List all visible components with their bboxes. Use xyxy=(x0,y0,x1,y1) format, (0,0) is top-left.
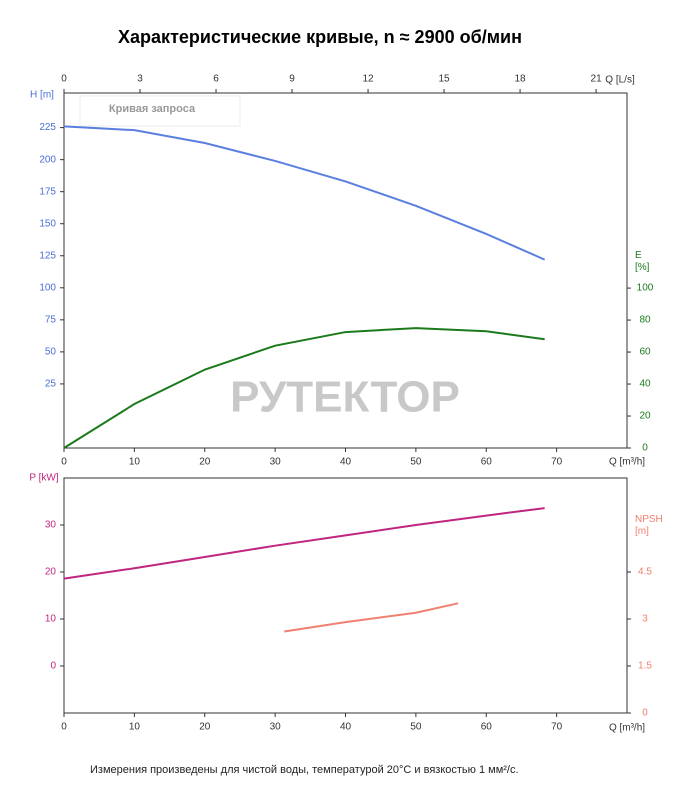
y2-tick-label: 40 xyxy=(639,379,651,390)
y-tick-label: 50 xyxy=(45,347,57,358)
y-tick-label: 20 xyxy=(45,567,57,578)
annotation: Кривая запроса xyxy=(109,103,196,115)
y2-tick-label: 1.5 xyxy=(638,661,652,672)
series-line xyxy=(284,602,459,633)
x2-tick-label: 0 xyxy=(61,74,67,85)
y2-tick-label: 60 xyxy=(639,347,651,358)
y-tick-label: 150 xyxy=(39,218,56,229)
series-line xyxy=(63,125,546,261)
x-tick-label: 10 xyxy=(129,722,141,733)
y-tick-label: 200 xyxy=(39,154,56,165)
y-axis-label: H [m] xyxy=(30,90,54,101)
x2-tick-label: 18 xyxy=(515,74,527,85)
series-line xyxy=(63,327,545,449)
x-axis-label: Q [m³/h] xyxy=(609,457,645,468)
x2-tick-label: 21 xyxy=(591,74,603,85)
y2-axis-label: NPSH [m] xyxy=(635,514,663,537)
x2-axis-label: Q [L/s] xyxy=(605,75,635,86)
x-tick-label: 20 xyxy=(199,457,211,468)
annotation: РУТЕКТОР xyxy=(230,373,460,422)
y-tick-label: 225 xyxy=(39,122,56,133)
x-tick-label: 50 xyxy=(410,457,422,468)
y2-tick-label: 3 xyxy=(642,614,648,625)
x-tick-label: 20 xyxy=(199,722,211,733)
y2-axis-label: E [%] xyxy=(635,250,650,273)
y-tick-label: 25 xyxy=(45,379,57,390)
y-tick-label: 75 xyxy=(45,314,57,325)
y2-tick-label: 0 xyxy=(642,708,648,719)
y2-tick-label: 100 xyxy=(637,283,654,294)
x-tick-label: 50 xyxy=(410,722,422,733)
footnote: Измерения произведены для чистой воды, т… xyxy=(90,764,519,776)
x-tick-label: 60 xyxy=(481,457,493,468)
x2-tick-label: 12 xyxy=(362,74,374,85)
y-tick-label: 30 xyxy=(45,520,57,531)
x2-tick-label: 3 xyxy=(137,74,143,85)
y-tick-label: 175 xyxy=(39,186,56,197)
x-tick-label: 10 xyxy=(129,457,141,468)
y2-tick-label: 0 xyxy=(642,443,648,454)
series-line xyxy=(63,507,545,580)
page-title: Характеристические кривые, n ≈ 2900 об/м… xyxy=(118,27,522,47)
x2-tick-label: 15 xyxy=(439,74,451,85)
x-tick-label: 70 xyxy=(551,722,563,733)
y2-tick-label: 20 xyxy=(639,411,651,422)
x2-tick-label: 6 xyxy=(213,74,219,85)
x-tick-label: 60 xyxy=(481,722,493,733)
y-tick-label: 125 xyxy=(39,250,56,261)
x2-tick-label: 9 xyxy=(289,74,295,85)
y2-tick-label: 4.5 xyxy=(638,567,652,578)
x-tick-label: 0 xyxy=(61,722,67,733)
y-tick-label: 100 xyxy=(39,282,56,293)
x-tick-label: 0 xyxy=(61,457,67,468)
y-tick-label: 0 xyxy=(50,661,56,672)
legend-box xyxy=(79,95,241,127)
x-tick-label: 70 xyxy=(551,457,563,468)
y-axis-label: P [kW] xyxy=(29,473,58,484)
x-tick-label: 30 xyxy=(270,457,282,468)
x-tick-label: 40 xyxy=(340,457,352,468)
x-axis-label: Q [m³/h] xyxy=(609,723,645,734)
y-tick-label: 10 xyxy=(45,614,57,625)
x-tick-label: 30 xyxy=(270,722,282,733)
y2-tick-label: 80 xyxy=(639,315,651,326)
x-tick-label: 40 xyxy=(340,722,352,733)
